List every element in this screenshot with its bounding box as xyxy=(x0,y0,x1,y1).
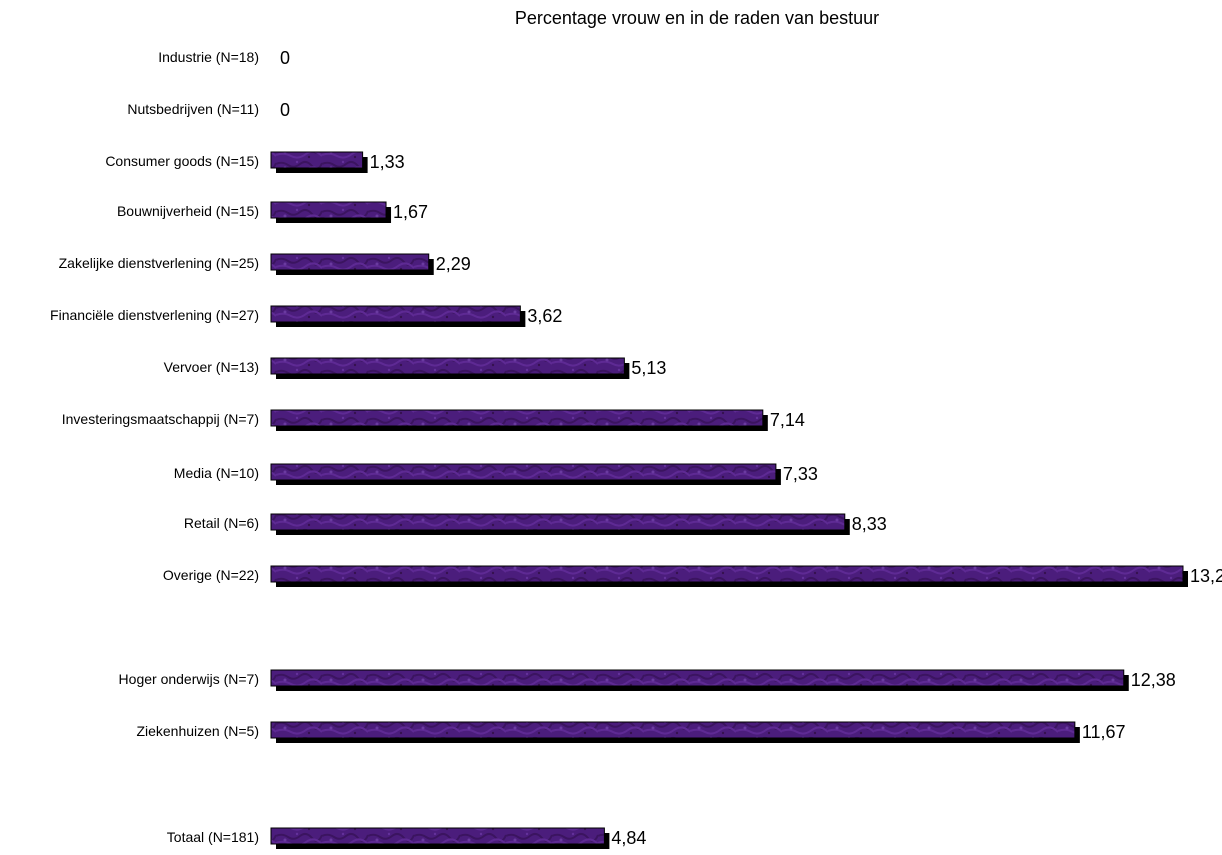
bar xyxy=(270,151,364,169)
value-label: 1,33 xyxy=(370,152,405,172)
bars-group: Industrie (N=18) 0 Nutsbedrijven (N=11) 0 Co… xyxy=(50,48,1222,849)
category-label: Industrie (N=18) xyxy=(158,49,259,65)
value-label: 3,62 xyxy=(527,306,562,326)
bar xyxy=(270,513,846,531)
value-label: 5,13 xyxy=(631,358,666,378)
value-label: 7,14 xyxy=(770,410,805,430)
category-label: Bouwnijverheid (N=15) xyxy=(117,203,259,219)
category-label: Overige (N=22) xyxy=(163,567,259,583)
bar xyxy=(270,253,430,271)
bar xyxy=(270,827,605,845)
bar xyxy=(270,409,764,427)
category-label: Consumer goods (N=15) xyxy=(105,153,259,169)
chart-title: Percentage vrouw en in de raden van best… xyxy=(515,8,879,28)
value-label: 0 xyxy=(280,100,290,120)
bar xyxy=(270,357,625,375)
value-label: 2,29 xyxy=(436,254,471,274)
category-label: Media (N=10) xyxy=(174,465,259,481)
bar xyxy=(270,721,1076,739)
bar xyxy=(270,201,387,219)
value-label: 0 xyxy=(280,48,290,68)
value-label: 12,38 xyxy=(1131,670,1176,690)
category-label: Ziekenhuizen (N=5) xyxy=(136,723,259,739)
category-label: Zakelijke dienstverlening (N=25) xyxy=(59,255,259,271)
category-label: Vervoer (N=13) xyxy=(164,359,259,375)
category-label: Investeringsmaatschappij (N=7) xyxy=(62,411,259,427)
bar xyxy=(270,305,521,323)
value-label: 4,84 xyxy=(611,828,646,848)
bar xyxy=(270,565,1184,583)
category-label: Hoger onderwijs (N=7) xyxy=(119,671,259,687)
value-label: 13,24 xyxy=(1190,566,1222,586)
value-label: 7,33 xyxy=(783,464,818,484)
value-label: 11,67 xyxy=(1082,722,1126,742)
value-label: 8,33 xyxy=(852,514,887,534)
bar xyxy=(270,463,777,481)
value-label: 1,67 xyxy=(393,202,428,222)
category-label: Retail (N=6) xyxy=(184,515,259,531)
category-label: Financiële dienstverlening (N=27) xyxy=(50,307,259,323)
bar xyxy=(270,669,1125,687)
category-label: Nutsbedrijven (N=11) xyxy=(127,101,259,117)
category-label: Totaal (N=181) xyxy=(167,829,259,845)
